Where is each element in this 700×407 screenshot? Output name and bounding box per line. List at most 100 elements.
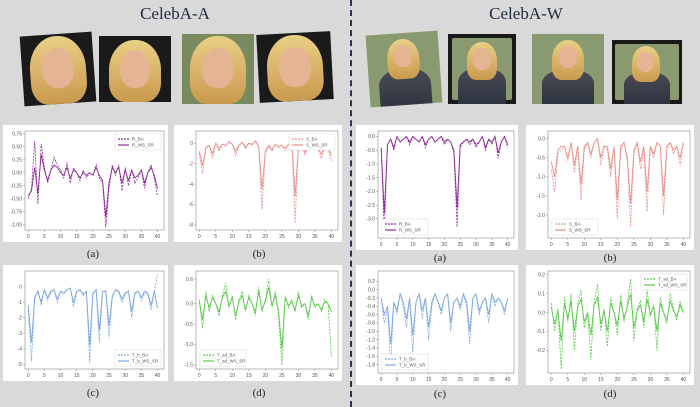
y-tick-label: 0.0 xyxy=(538,310,545,316)
celeba-w-panel: CelebA-W 0.0 -0.5 -1.0 -1.5 -2.0 -2.5 -3.0 0 5 10… xyxy=(352,0,700,407)
series-line xyxy=(550,137,684,227)
y-tick-label: -1.0 xyxy=(366,162,375,168)
y-tick-label: -0.1 xyxy=(536,329,545,335)
x-tick-label: 25 xyxy=(631,242,637,248)
face-image xyxy=(256,31,334,103)
x-tick-label: 25 xyxy=(631,377,637,383)
x-tick-label: 30 xyxy=(648,377,654,383)
x-tick-label: 0 xyxy=(380,377,383,383)
plot-frame xyxy=(547,130,691,239)
x-tick-label: 20 xyxy=(90,234,96,240)
x-tick-label: 10 xyxy=(230,234,236,240)
y-tick-label: -6 xyxy=(189,202,194,208)
celeba-a-panel: CelebA-A 0.75 0.50 0.25 0.00 -0.25 -0.50 -0.75… xyxy=(3,4,342,399)
y-tick-label: -0.2 xyxy=(366,296,375,302)
legend-label: T_b_BA xyxy=(132,353,148,358)
x-tick-label: 15 xyxy=(598,242,604,248)
plot-frame xyxy=(24,130,165,231)
x-tick-label: 40 xyxy=(681,242,687,248)
y-tick-label: 0 xyxy=(19,284,22,290)
x-tick-label: 35 xyxy=(139,234,145,240)
x-tick-label: 20 xyxy=(442,242,448,248)
y-tick-label: -0.75 xyxy=(11,209,23,215)
x-tick-label: 35 xyxy=(664,377,670,383)
series-line xyxy=(198,287,332,349)
legend-label: S_WS_SR xyxy=(306,143,328,148)
x-tick-label: 20 xyxy=(263,373,269,379)
x-tick-label: 10 xyxy=(410,242,416,248)
x-tick-label: 25 xyxy=(279,373,285,379)
legend-label: R_WS_SR xyxy=(132,143,155,148)
x-tick-label: 20 xyxy=(615,377,621,383)
y-tick-label: -1.0 xyxy=(366,329,375,335)
person-image xyxy=(365,30,443,108)
y-tick-label: -1.2 xyxy=(366,337,375,343)
y-tick-label: -4 xyxy=(189,182,194,188)
series-line xyxy=(380,135,509,214)
y-tick-label: -0.50 xyxy=(11,196,23,202)
y-tick-label: 0.1 xyxy=(538,291,545,297)
x-tick-label: 30 xyxy=(473,377,479,383)
x-tick-label: 5 xyxy=(214,373,217,379)
y-tick-label: 0.0 xyxy=(368,134,375,140)
x-tick-label: 40 xyxy=(155,234,161,240)
x-tick-label: 15 xyxy=(246,373,252,379)
plot-frame xyxy=(547,270,691,374)
plot-frame xyxy=(195,130,339,231)
y-tick-label: 0.00 xyxy=(12,170,22,176)
x-tick-label: 20 xyxy=(442,377,448,383)
caption-c: (c) xyxy=(433,388,447,400)
y-tick-label: -0.8 xyxy=(366,321,375,327)
panel-title-celeba-a: CelebA-A xyxy=(140,4,210,23)
chart-celeba-w-a: 0.0 -0.5 -1.0 -1.5 -2.0 -2.5 -3.0 0 5 10 15 20 25 30 3… xyxy=(356,125,518,250)
x-tick-label: 10 xyxy=(230,373,236,379)
face-image xyxy=(182,34,254,104)
y-tick-label: -0.2 xyxy=(536,348,545,354)
x-tick-label: 30 xyxy=(296,234,302,240)
chart-celeba-a-b: 0 -2 -4 -6 -8 0 5 10 15 20 25 30 35 40 S_BA S_WS_SR xyxy=(174,125,342,242)
y-tick-label: 0.2 xyxy=(368,279,375,285)
legend-box xyxy=(288,133,336,151)
person-image xyxy=(448,34,516,104)
x-tick-label: 15 xyxy=(74,234,80,240)
y-tick-label: -3.0 xyxy=(366,216,375,222)
y-tick-label: -1.8 xyxy=(366,362,375,368)
x-tick-label: 40 xyxy=(329,234,335,240)
caption-a: (a) xyxy=(86,248,100,260)
chart-celeba-a-c: 0 -1 -2 -3 -4 -5 0 5 10 15 20 25 30 35 40 T_b_BA T_b_WS_… xyxy=(3,265,168,381)
x-tick-label: 30 xyxy=(648,242,654,248)
x-tick-label: 5 xyxy=(396,377,399,383)
legend-label: S_BA xyxy=(569,222,581,227)
x-tick-label: 10 xyxy=(582,377,588,383)
y-tick-label: -0.6 xyxy=(366,312,375,318)
face-image xyxy=(99,36,171,102)
y-tick-label: 0.6 xyxy=(186,277,193,283)
panel-title-celeba-w: CelebA-W xyxy=(489,4,563,23)
x-tick-label: 40 xyxy=(329,373,335,379)
caption-b: (b) xyxy=(603,252,617,264)
y-tick-label: -1.0 xyxy=(184,342,193,348)
series-line xyxy=(380,292,509,344)
chart-celeba-a-d: 0.6 0.0 -0.5 -1.0 -1.5 0 5 10 15 20 25 30 35 40 T_sd_B… xyxy=(174,265,342,381)
x-tick-label: 35 xyxy=(489,242,495,248)
plot-frame xyxy=(377,270,515,374)
y-tick-label: -2 xyxy=(18,315,23,321)
caption-d: (d) xyxy=(603,388,617,400)
plot-frame xyxy=(24,270,165,370)
x-tick-label: 40 xyxy=(505,242,511,248)
y-tick-label: -2 xyxy=(189,161,194,167)
legend-label: R_BA xyxy=(399,222,411,227)
legend-box xyxy=(199,349,247,367)
x-tick-label: 35 xyxy=(312,373,318,379)
x-tick-label: 0 xyxy=(198,373,201,379)
legend-label: R_WS_SR xyxy=(399,228,422,233)
legend-box xyxy=(114,349,162,367)
x-tick-label: 20 xyxy=(90,373,96,379)
x-tick-label: 30 xyxy=(122,373,128,379)
x-tick-label: 0 xyxy=(198,234,201,240)
series-line xyxy=(550,293,684,341)
legend-box xyxy=(381,218,429,236)
face-image xyxy=(19,31,97,107)
series-line xyxy=(380,134,509,233)
series-line xyxy=(27,274,158,363)
